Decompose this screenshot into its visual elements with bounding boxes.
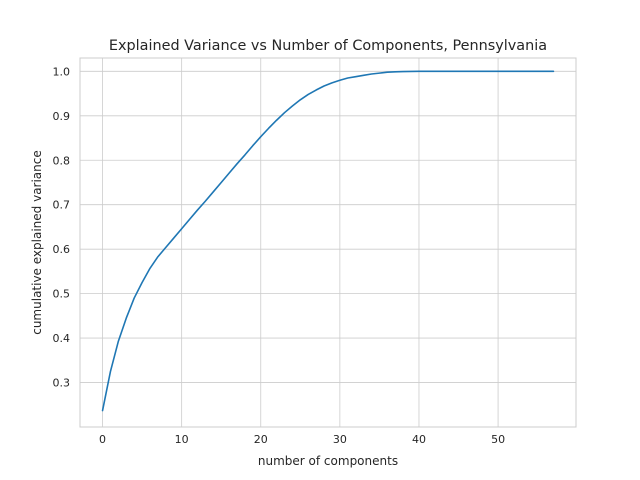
grid-layer: [80, 58, 576, 427]
y-tick-label: 0.6: [53, 243, 71, 256]
x-tick-labels: 0 10 20 30 40 50: [99, 433, 505, 446]
y-tick-label: 0.7: [53, 199, 71, 212]
series-line: [101, 70, 555, 412]
x-tick-label: 0: [99, 433, 106, 446]
y-tick-label: 0.8: [53, 154, 71, 167]
x-axis-label: number of components: [258, 454, 398, 468]
x-tick-label: 40: [412, 433, 426, 446]
y-axis-label: cumulative explained variance: [30, 150, 44, 335]
y-tick-label: 1.0: [53, 65, 71, 78]
x-tick-label: 10: [175, 433, 189, 446]
y-tick-label: 0.9: [53, 110, 71, 123]
x-tick-label: 20: [254, 433, 268, 446]
y-tick-label: 0.3: [53, 377, 71, 390]
y-tick-labels: 0.3 0.4 0.5 0.6 0.7 0.8 0.9 1.0: [53, 65, 71, 389]
y-tick-label: 0.5: [53, 288, 71, 301]
line-layer: [101, 70, 555, 412]
chart-title: Explained Variance vs Number of Componen…: [109, 38, 547, 54]
x-tick-label: 50: [491, 433, 505, 446]
y-tick-label: 0.4: [53, 332, 71, 345]
plot-frame: [79, 57, 577, 428]
x-tick-label: 30: [333, 433, 347, 446]
